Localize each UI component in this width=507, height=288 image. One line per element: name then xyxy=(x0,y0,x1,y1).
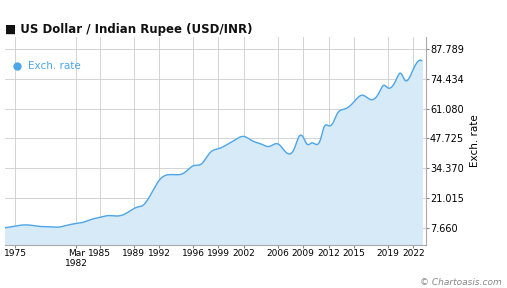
Legend: Exch. rate: Exch. rate xyxy=(10,57,85,75)
Text: ■ US Dollar / Indian Rupee (USD/INR): ■ US Dollar / Indian Rupee (USD/INR) xyxy=(5,23,252,36)
Text: © Chartoasis.com: © Chartoasis.com xyxy=(420,278,502,287)
Y-axis label: Exch. rate: Exch. rate xyxy=(469,115,480,168)
